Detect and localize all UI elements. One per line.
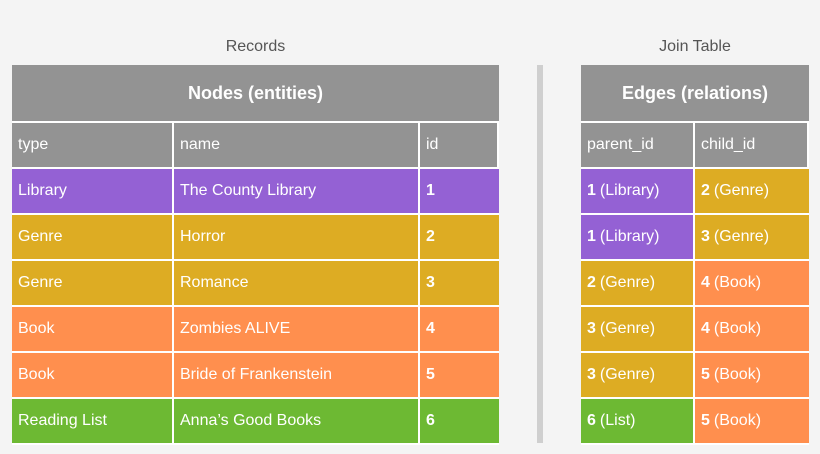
parent-type-label: (Genre) bbox=[599, 274, 656, 291]
node-name-cell: The County Library bbox=[174, 169, 420, 215]
divider bbox=[537, 65, 543, 443]
edge-child-cell: 2 (Genre) bbox=[695, 169, 809, 215]
edge-child-cell: 5 (Book) bbox=[695, 353, 809, 399]
parent-type-label: (Library) bbox=[599, 228, 660, 245]
parent-id-value: 3 bbox=[587, 320, 596, 337]
parent-type-label: (Library) bbox=[599, 182, 660, 199]
node-id-cell: 6 bbox=[420, 399, 499, 445]
parent-type-label: (Genre) bbox=[599, 366, 656, 383]
node-id-cell: 3 bbox=[420, 261, 499, 307]
node-type-cell: Book bbox=[12, 307, 174, 353]
child-id-value: 3 bbox=[701, 228, 710, 245]
column-header-id: id bbox=[420, 123, 499, 169]
node-name-cell: Romance bbox=[174, 261, 420, 307]
node-type-cell: Genre bbox=[12, 261, 174, 307]
join-table-caption: Join Table bbox=[659, 38, 731, 55]
node-id-cell: 1 bbox=[420, 169, 499, 215]
edges-table: Edges (relations) parent_id child_id 1 (L… bbox=[581, 65, 809, 445]
nodes-table: Nodes (entities) type name id Library The… bbox=[12, 65, 499, 445]
parent-type-label: (List) bbox=[599, 412, 636, 429]
parent-type-label: (Genre) bbox=[599, 320, 656, 337]
edge-parent-cell: 3 (Genre) bbox=[581, 353, 695, 399]
child-id-value: 5 bbox=[701, 366, 710, 383]
parent-id-value: 1 bbox=[587, 228, 596, 245]
column-header-name: name bbox=[174, 123, 420, 169]
parent-id-value: 2 bbox=[587, 274, 596, 291]
node-id-cell: 5 bbox=[420, 353, 499, 399]
child-type-label: (Book) bbox=[713, 366, 762, 383]
edge-child-cell: 5 (Book) bbox=[695, 399, 809, 445]
edge-child-cell: 4 (Book) bbox=[695, 261, 809, 307]
parent-id-value: 6 bbox=[587, 412, 596, 429]
parent-id-value: 1 bbox=[587, 182, 596, 199]
child-id-value: 4 bbox=[701, 320, 710, 337]
child-id-value: 2 bbox=[701, 182, 710, 199]
child-type-label: (Book) bbox=[713, 320, 762, 337]
edges-table-title: Edges (relations) bbox=[581, 65, 809, 123]
edge-parent-cell: 3 (Genre) bbox=[581, 307, 695, 353]
column-header-child-id: child_id bbox=[695, 123, 809, 169]
node-type-cell: Reading List bbox=[12, 399, 174, 445]
node-type-cell: Book bbox=[12, 353, 174, 399]
edge-parent-cell: 1 (Library) bbox=[581, 215, 695, 261]
column-header-type: type bbox=[12, 123, 174, 169]
child-id-value: 4 bbox=[701, 274, 710, 291]
nodes-table-title: Nodes (entities) bbox=[12, 65, 499, 123]
node-name-cell: Bride of Frankenstein bbox=[174, 353, 420, 399]
column-header-parent-id: parent_id bbox=[581, 123, 695, 169]
child-type-label: (Book) bbox=[713, 274, 762, 291]
child-type-label: (Book) bbox=[713, 412, 762, 429]
edge-parent-cell: 6 (List) bbox=[581, 399, 695, 445]
edge-parent-cell: 1 (Library) bbox=[581, 169, 695, 215]
node-name-cell: Zombies ALIVE bbox=[174, 307, 420, 353]
child-type-label: (Genre) bbox=[713, 228, 770, 245]
parent-id-value: 3 bbox=[587, 366, 596, 383]
node-type-cell: Genre bbox=[12, 215, 174, 261]
records-caption: Records bbox=[225, 38, 286, 55]
node-type-cell: Library bbox=[12, 169, 174, 215]
edge-child-cell: 4 (Book) bbox=[695, 307, 809, 353]
child-id-value: 5 bbox=[701, 412, 710, 429]
node-id-cell: 4 bbox=[420, 307, 499, 353]
node-id-cell: 2 bbox=[420, 215, 499, 261]
edge-parent-cell: 2 (Genre) bbox=[581, 261, 695, 307]
node-name-cell: Anna’s Good Books bbox=[174, 399, 420, 445]
edge-child-cell: 3 (Genre) bbox=[695, 215, 809, 261]
node-name-cell: Horror bbox=[174, 215, 420, 261]
child-type-label: (Genre) bbox=[713, 182, 770, 199]
